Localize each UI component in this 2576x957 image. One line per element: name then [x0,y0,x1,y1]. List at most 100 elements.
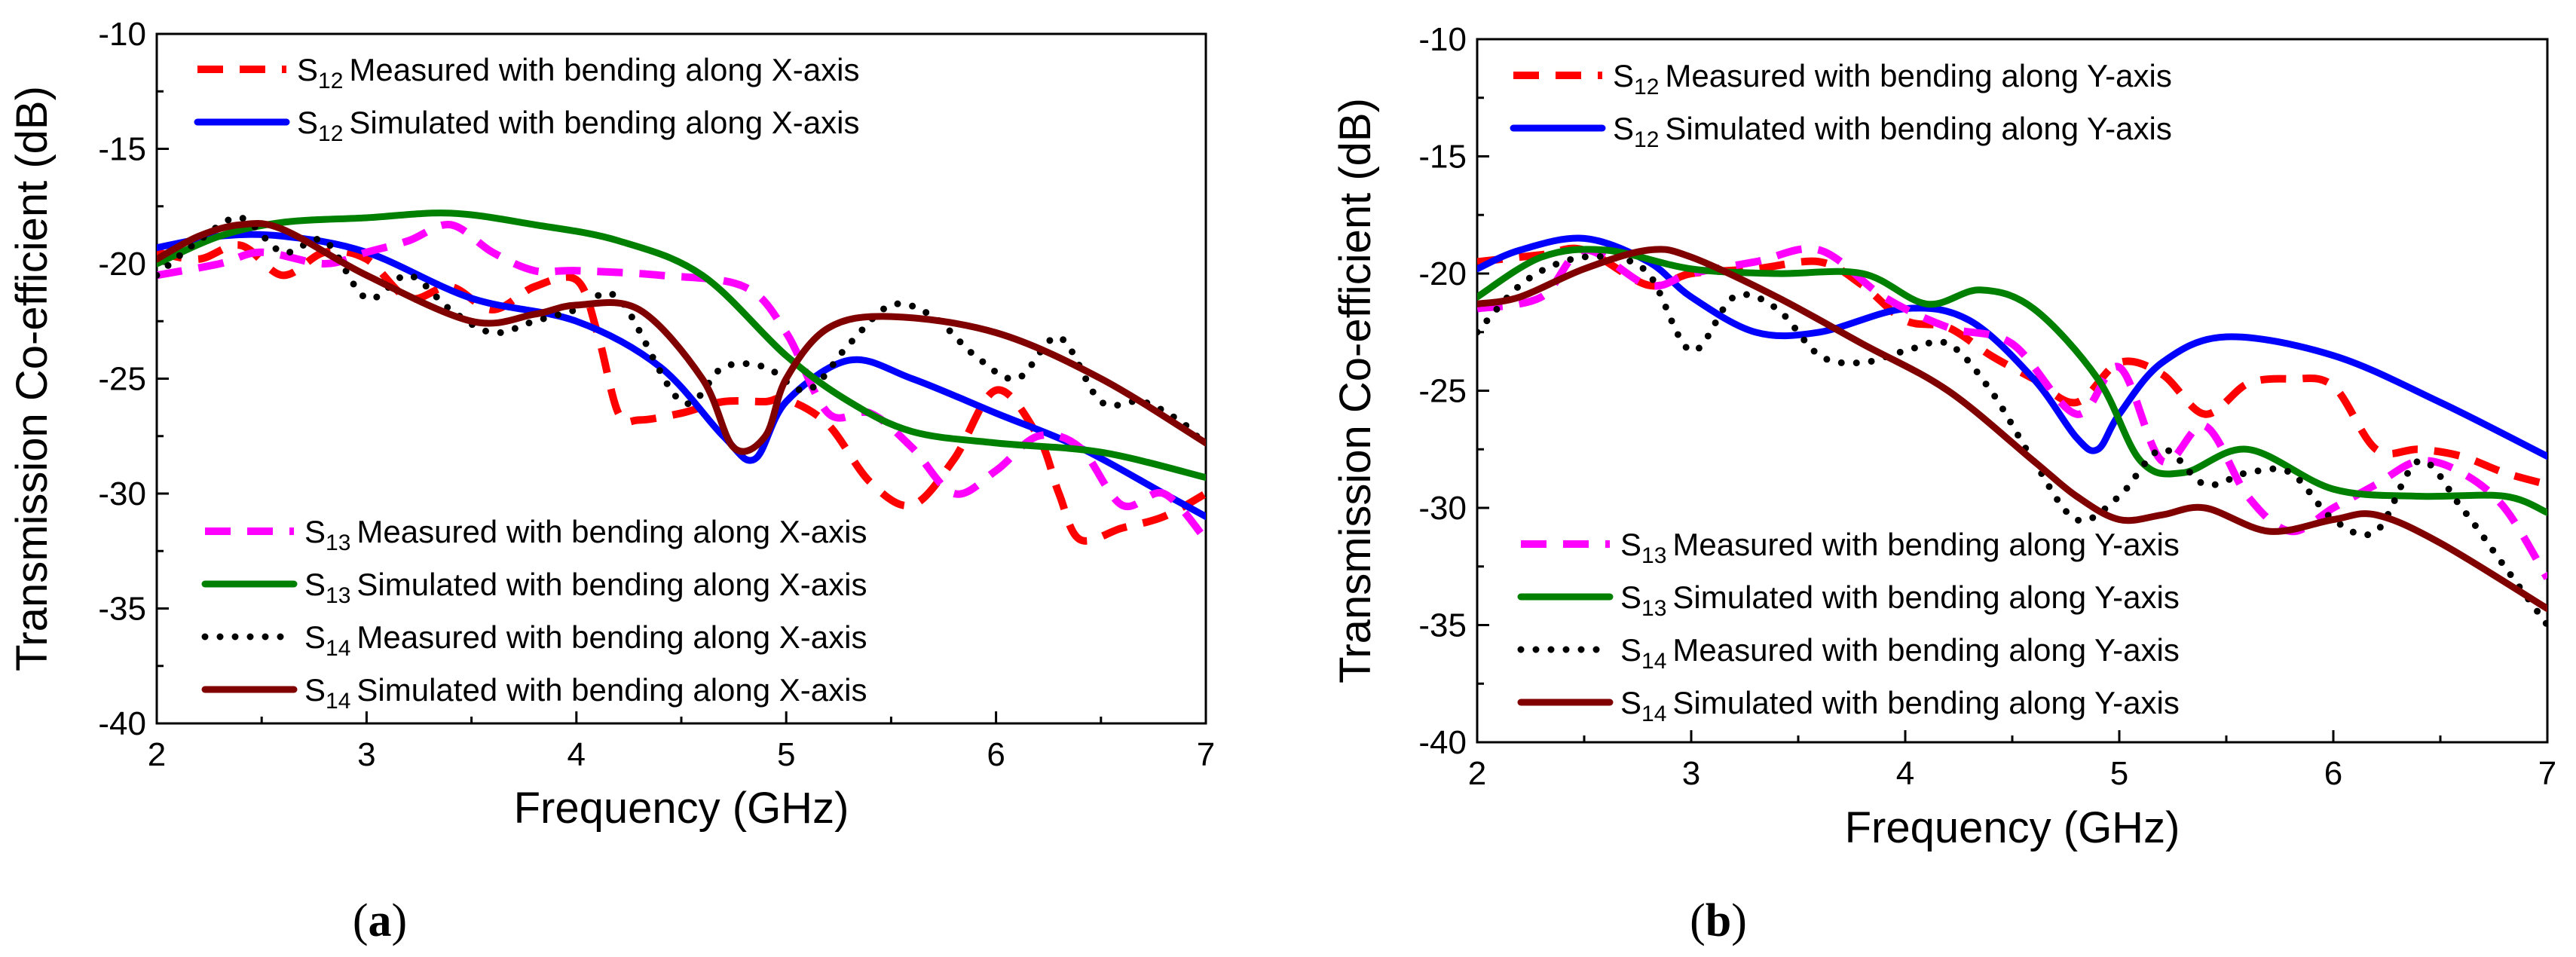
legend-description: Simulated with bending along Y-axis [1672,685,2179,720]
legend-entry-s12s: S12 Simulated with bending along X-axis [194,105,859,146]
legend-entry-s14m: S14 Measured with bending along X-axis [201,619,867,661]
legend-subscript: 13 [1641,543,1666,568]
legend-description: Measured with bending along Y-axis [1672,527,2179,562]
legend-subscript: 14 [326,689,350,714]
legend-entry-s13m: S13 Measured with bending along Y-axis [1521,527,2180,568]
legend-bottom: S13 Measured with bending along X-axisS13… [201,514,867,714]
legend-label-s13s: S13 Simulated with bending along X-axis [304,567,867,608]
legend-entry-s14s: S14 Simulated with bending along Y-axis [1517,685,2180,726]
y-tick-label: -15 [98,131,146,168]
legend-s-letter: S [304,619,326,655]
legend-label-s13m: S13 Measured with bending along X-axis [304,514,867,555]
series-line-s14s [1477,246,2547,613]
x-tick-label: 6 [987,736,1005,773]
series-line-s14s [157,219,1206,455]
series-group [157,209,1206,545]
legend-subscript: 14 [326,636,350,661]
legend-subscript: 13 [326,530,350,555]
legend-label-s13s: S13 Simulated with bending along Y-axis [1620,579,2180,621]
x-tick-label: 3 [1682,755,1700,792]
x-tick-label: 2 [1468,755,1486,792]
legend-subscript: 13 [1641,596,1666,621]
chart-panel-b: 2 3 4 5 6 7 -10 -15 -20 -25 -30 -35 -40 Frequency (GH… [1331,21,2556,946]
y-tick-label: -20 [98,246,146,283]
y-tick-label: -10 [1418,21,1467,58]
x-tick-label: 3 [357,736,375,773]
y-axis-title: Transmission Co-efficient (dB) [1331,98,1380,683]
legend-s-letter: S [1620,632,1641,668]
legend-s-letter: S [304,514,326,549]
legend-subscript: 14 [1641,702,1666,726]
legend-s-letter: S [304,567,326,602]
y-tick-label: -30 [1418,490,1467,527]
legend-s-letter: S [1620,685,1641,720]
legend-subscript: 12 [318,69,343,93]
y-axis-title: Transmission Co-efficient (dB) [8,86,57,671]
legend-label-s14m: S14 Measured with bending along Y-axis [1620,632,2180,674]
x-axis-title: Frequency (GHz) [514,784,849,833]
legend-subscript: 12 [318,121,343,146]
y-tick-label: -40 [1418,724,1467,761]
x-tick-label: 6 [2324,755,2342,792]
legend-description: Simulated with bending along Y-axis [1665,111,2171,146]
legend-subscript: 12 [1634,75,1659,99]
legend-s-letter: S [1613,111,1634,146]
panel-label: (b) [1690,895,1747,946]
y-tick-label: -30 [98,475,146,512]
x-tick-label: 7 [1197,736,1215,773]
y-axis: -10 -15 -20 -25 -30 -35 -40 [98,16,169,742]
x-tick-label: 2 [148,736,166,773]
y-tick-label: -35 [98,591,146,628]
legend-s-letter: S [1620,579,1641,615]
legend-label-s13m: S13 Measured with bending along Y-axis [1620,527,2180,568]
legend-label-s12m: S12 Measured with bending along X-axis [297,52,859,93]
legend-label-s12s: S12 Simulated with bending along Y-axis [1613,111,2172,152]
legend-description: Measured with bending along X-axis [349,52,859,87]
series-line-s13m [1477,245,2547,580]
legend-s-letter: S [297,52,318,87]
x-tick-label: 5 [2110,755,2128,792]
y-axis: -10 -15 -20 -25 -30 -35 -40 [1418,21,1489,761]
legend-description: Measured with bending along X-axis [356,514,867,549]
legend-label-s12m: S12 Measured with bending along Y-axis [1613,58,2172,99]
legend-s-letter: S [297,105,318,140]
legend-subscript: 12 [1634,127,1659,152]
legend-description: Measured with bending along X-axis [356,619,867,655]
legend-description: Measured with bending along Y-axis [1672,632,2179,668]
legend-entry-s12s: S12 Simulated with bending along Y-axis [1510,111,2172,152]
legend-s-letter: S [304,672,326,708]
legend-bottom: S13 Measured with bending along Y-axisS13… [1517,527,2180,726]
x-axis: 2 3 4 5 6 7 [148,711,1215,773]
series-line-s13s [1477,246,2547,516]
legend-entry-s13s: S13 Simulated with bending along X-axis [201,567,867,608]
legend-description: Simulated with bending along Y-axis [1672,579,2179,615]
legend-label-s14m: S14 Measured with bending along X-axis [304,619,867,661]
y-tick-label: -40 [98,705,146,742]
y-tick-label: -25 [98,361,146,398]
legend-subscript: 14 [1641,649,1666,674]
legend-label-s14s: S14 Simulated with bending along Y-axis [1620,685,2180,726]
legend-entry-s12m: S12 Measured with bending along X-axis [197,52,859,93]
y-tick-label: -25 [1418,373,1467,410]
legend-entry-s13s: S13 Simulated with bending along Y-axis [1517,579,2180,621]
series-line-s14m [1477,252,2547,628]
x-tick-label: 5 [777,736,795,773]
legend-description: Simulated with bending along X-axis [349,105,859,140]
legend-top: S12 Measured with bending along Y-axisS12… [1510,58,2172,152]
legend-entry-s14s: S14 Simulated with bending along X-axis [201,672,867,714]
x-axis: 2 3 4 5 6 7 [1468,730,2556,792]
legend-label-s12s: S12 Simulated with bending along X-axis [297,105,859,146]
legend-top: S12 Measured with bending along X-axisS12… [194,52,859,146]
chart-panel-a: 2 3 4 5 6 7 -10 -15 -20 -25 -30 -35 -40 Frequency (GH… [8,16,1215,946]
y-tick-label: -35 [1418,607,1467,644]
legend-entry-s13m: S13 Measured with bending along X-axis [205,514,867,555]
series-group [1477,234,2547,628]
panel-label: (a) [353,895,407,946]
legend-s-letter: S [1613,58,1634,93]
legend-s-letter: S [1620,527,1641,562]
y-tick-label: -20 [1418,255,1467,292]
series-line-s13s [157,209,1206,482]
y-tick-label: -10 [98,16,146,53]
legend-description: Measured with bending along Y-axis [1665,58,2171,93]
